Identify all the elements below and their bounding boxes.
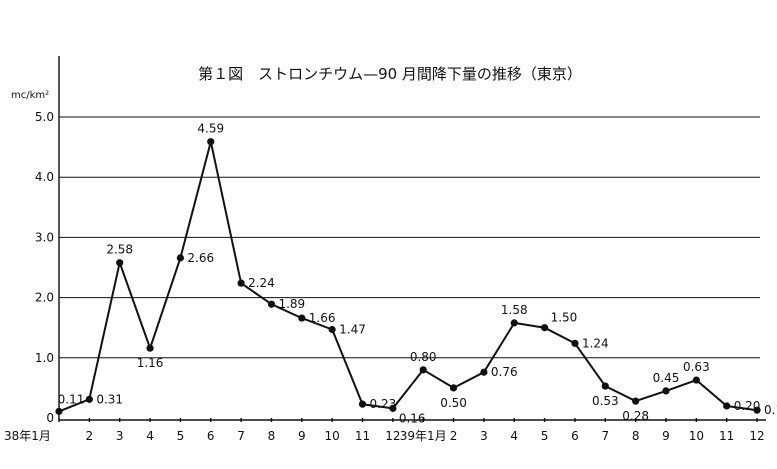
data-labels: 0.11 0.31 2.58 1.16 2.66 4.59 2.241.89 1.661.47… — [58, 122, 777, 426]
x-tick-label: 8 — [268, 429, 276, 443]
data-point — [298, 314, 306, 322]
chart-title: 第１図 ストロンチウム—90 月間降下量の推移（東京） — [198, 65, 582, 83]
data-point — [55, 407, 63, 415]
series-line — [58, 140, 758, 413]
x-tick-label: 4 — [146, 429, 154, 443]
x-tick-label: 9 — [662, 429, 670, 443]
x-tick-label: 7 — [601, 429, 609, 443]
data-point — [85, 395, 93, 403]
x-tick-label: 5 — [177, 429, 185, 443]
x-tick-label: 2 — [86, 429, 94, 443]
data-label: 0.13 — [764, 403, 777, 417]
gridlines — [59, 116, 760, 359]
x-tick-label: 3 — [116, 429, 124, 443]
data-label: 0.23 — [370, 397, 397, 411]
x-tick-label: 10 — [689, 429, 704, 443]
y-tick-label: 3.0 — [35, 230, 54, 244]
y-tick-label: 4.0 — [35, 170, 54, 184]
data-point — [510, 319, 518, 327]
x-tick-label: 8 — [632, 429, 640, 443]
data-label: 0.63 — [683, 360, 710, 374]
x-axis-ticks: 38年1月 2 3 4 5 6 7 8 9 10 11 12 39年1月 2 3 4 5 6 7 8 9 10 11 12 — [4, 418, 765, 443]
data-point — [237, 279, 245, 287]
data-point — [723, 402, 731, 410]
data-points — [55, 138, 761, 415]
data-point — [358, 400, 367, 408]
data-point — [267, 300, 276, 308]
x-tick-label: 12 — [385, 429, 400, 443]
x-tick-label: 6 — [571, 429, 579, 443]
data-point — [176, 254, 184, 262]
data-label: 1.24 — [582, 336, 609, 350]
x-tick-label: 10 — [325, 429, 340, 443]
data-point — [328, 325, 336, 334]
x-tick-label: 2 — [450, 429, 458, 443]
data-label: 0.80 — [410, 350, 437, 364]
x-tick-label: 38年1月 — [4, 429, 51, 443]
y-axis-ticks: 0 1.0 2.0 3.0 4.0 5.0 — [35, 110, 54, 425]
y-axis-unit-label: mc/km² — [11, 90, 49, 101]
data-label: 1.47 — [339, 323, 366, 337]
data-point — [207, 138, 215, 146]
data-label: 0.50 — [440, 396, 467, 410]
data-point — [571, 339, 579, 347]
data-label: 1.66 — [309, 311, 336, 325]
data-point — [419, 366, 427, 374]
x-tick-label: 9 — [298, 429, 306, 443]
data-label: 0.11 — [58, 392, 85, 406]
data-label: 0.28 — [622, 409, 649, 423]
data-point — [449, 384, 458, 392]
data-label: 1.16 — [137, 356, 164, 370]
x-tick-label: 4 — [510, 429, 518, 443]
data-label: 0.31 — [96, 392, 123, 406]
data-label: 1.50 — [551, 311, 578, 325]
y-tick-label: 1.0 — [35, 351, 54, 365]
data-point — [692, 376, 700, 384]
data-point — [662, 387, 670, 395]
x-tick-label: 11 — [719, 429, 734, 443]
data-label: 2.58 — [106, 243, 133, 257]
data-point — [632, 397, 640, 405]
data-label: 0.76 — [491, 365, 518, 379]
x-tick-label: 3 — [480, 429, 488, 443]
x-tick-label: 11 — [355, 429, 370, 443]
data-point — [480, 368, 488, 376]
data-point — [116, 259, 124, 267]
x-tick-label: 5 — [541, 429, 549, 443]
data-label: 1.58 — [501, 303, 528, 317]
y-tick-label: 2.0 — [35, 291, 54, 305]
data-point — [389, 404, 397, 412]
data-point — [541, 324, 549, 332]
x-tick-label: 12 — [749, 429, 764, 443]
data-point — [753, 406, 761, 414]
data-label: 4.59 — [197, 122, 224, 136]
data-label: 0.16 — [399, 411, 426, 425]
data-point — [601, 382, 609, 390]
data-label: 0.45 — [653, 371, 680, 385]
data-label: 0.20 — [734, 399, 761, 413]
x-tick-label: 39年1月 — [400, 429, 447, 443]
y-tick-label: 5.0 — [35, 110, 54, 124]
data-label: 2.66 — [187, 251, 214, 265]
data-point — [146, 344, 154, 352]
x-tick-label: 7 — [237, 429, 245, 443]
data-label: 1.89 — [278, 297, 305, 311]
x-tick-label: 6 — [207, 429, 215, 443]
data-label: 0.53 — [592, 394, 619, 408]
data-label: 2.24 — [248, 276, 275, 290]
y-tick-label: 0 — [46, 411, 54, 425]
